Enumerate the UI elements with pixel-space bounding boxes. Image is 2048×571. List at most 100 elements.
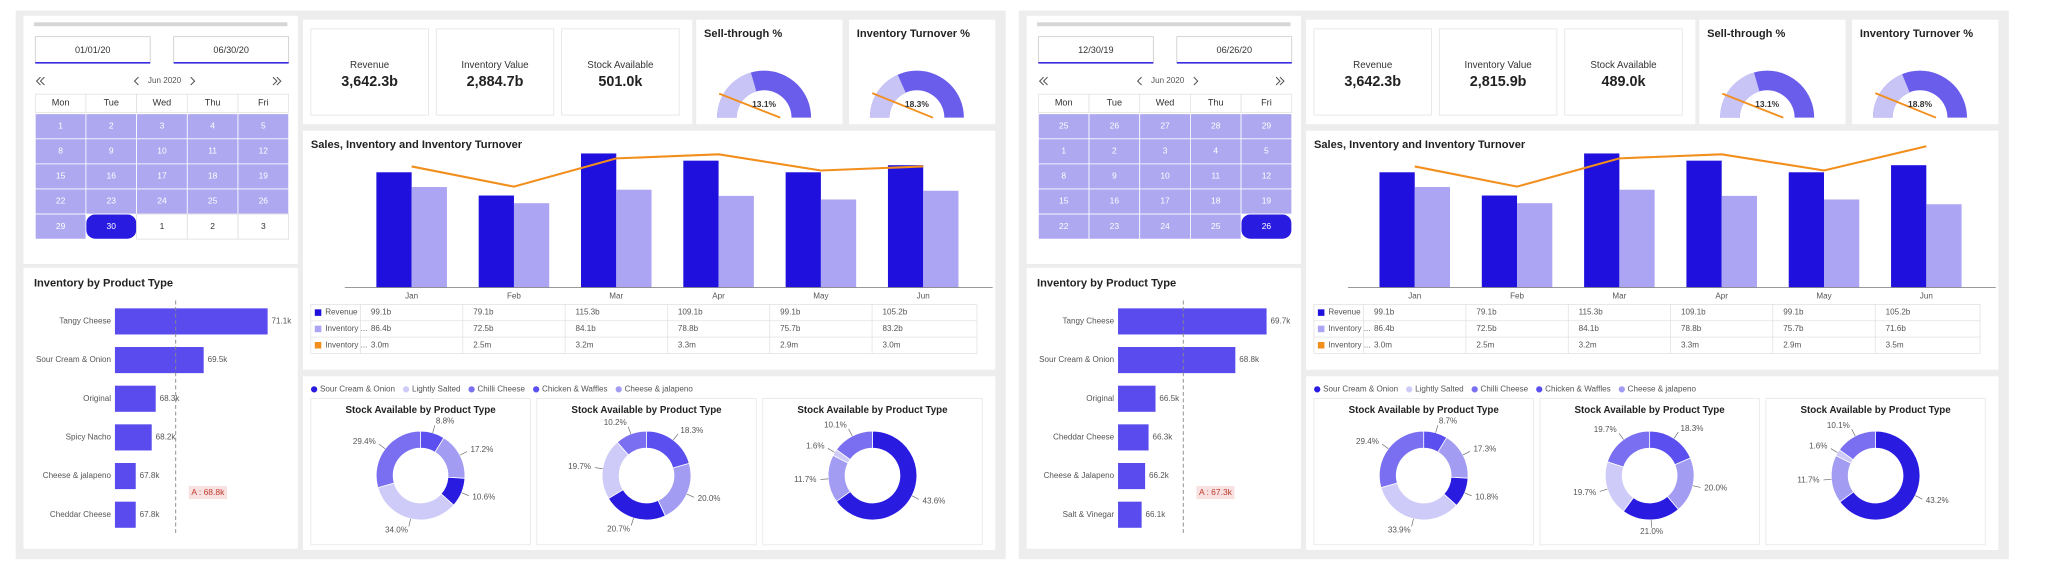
day-label: 4 <box>210 121 215 131</box>
day-cell <box>1037 188 1090 215</box>
day-label: 25 <box>1211 221 1221 231</box>
leader-line <box>594 467 603 470</box>
table-cell: 3.0m <box>371 340 389 349</box>
kpi-label: Stock Available <box>587 60 653 71</box>
x-tick-label: Feb <box>1510 292 1524 301</box>
y-tick-label: Tangy Cheese <box>1062 317 1114 326</box>
bar <box>411 187 447 288</box>
day-label: 3 <box>1163 146 1168 156</box>
leader-line <box>1823 478 1832 481</box>
data-label: 11.7% <box>1797 475 1819 484</box>
day-label: 18 <box>1211 196 1221 206</box>
day-label: 15 <box>56 171 66 181</box>
day-cell <box>1037 163 1090 190</box>
y-tick-label: Cheese & Jalapeno <box>1044 471 1115 480</box>
day-cell <box>237 163 290 190</box>
legend-dot <box>402 386 410 393</box>
weekday-label: Fri <box>1261 98 1272 108</box>
donut-title: Stock Available by Product Type <box>345 405 496 416</box>
day-cell <box>1037 138 1090 165</box>
day-cell <box>136 163 188 190</box>
y-tick-label: Sour Cream & Onion <box>1039 355 1114 364</box>
y-tick-label: Spicy Nacho <box>66 433 112 442</box>
day-label: 22 <box>56 196 66 206</box>
donut-title: Stock Available by Product Type <box>797 405 948 416</box>
x-tick-label: Feb <box>507 292 521 301</box>
date-input <box>34 36 151 64</box>
gauge-title: Sell-through % <box>1707 28 1785 40</box>
kpi-value: 489.0k <box>1602 74 1646 90</box>
date-input-text: 12/30/19 <box>1078 45 1114 55</box>
leader-line <box>827 448 835 453</box>
day-cell <box>1088 163 1141 190</box>
data-label: 68.8k <box>1239 355 1260 364</box>
gauge-target <box>1721 92 1784 119</box>
day-label: 19 <box>1262 196 1272 206</box>
day-label: 1 <box>1061 146 1066 156</box>
day-cell <box>1088 213 1141 240</box>
bar <box>785 172 821 288</box>
leader-line <box>408 518 411 527</box>
leader-line <box>1464 492 1472 497</box>
data-label: 1.6% <box>1809 442 1827 451</box>
table-cell: 83.2b <box>883 324 904 333</box>
y-tick-label: Salt & Vinegar <box>1063 510 1115 519</box>
kpi-label: Revenue <box>350 60 389 71</box>
x-tick-label: Apr <box>712 292 725 301</box>
data-label: 1.6% <box>806 441 824 450</box>
bar <box>616 189 652 288</box>
leader-line <box>1851 428 1856 437</box>
day-label: 30 <box>107 221 117 231</box>
kpi-box <box>1438 28 1558 116</box>
day-label: 29 <box>56 221 66 231</box>
bar <box>513 203 550 288</box>
day-label: 22 <box>1059 221 1069 231</box>
data-label: 68.2k <box>156 433 177 442</box>
bar <box>1824 199 1860 288</box>
donut-segment <box>1839 430 1921 521</box>
day-cell <box>136 213 188 240</box>
gauge-value-label: 13.1% <box>752 99 776 109</box>
legend-label: Chicken & Waffles <box>542 384 608 393</box>
y-tick-label: Cheddar Cheese <box>50 510 112 519</box>
legend-label: Chicken & Waffles <box>1545 384 1611 393</box>
legend-label: Inventory ... <box>325 340 367 349</box>
calendar-nav-icon <box>272 76 278 86</box>
data-label: 21.0% <box>1640 527 1663 536</box>
x-tick-label: Jan <box>405 292 418 301</box>
bar <box>1414 187 1451 288</box>
day-cell <box>1190 163 1242 190</box>
legend-label: Inventory ... <box>1328 340 1370 349</box>
day-cell <box>1139 213 1191 240</box>
gauge-target <box>871 92 934 119</box>
donut-card <box>1313 398 1534 546</box>
weekday-label: Wed <box>153 98 172 108</box>
gauge-value-label: 18.8% <box>1908 99 1932 109</box>
legend-label: Chilli Cheese <box>477 384 525 393</box>
table-cell: 3.0m <box>1374 340 1392 349</box>
average-label-box <box>1196 485 1235 500</box>
slider-track <box>1037 22 1291 27</box>
day-cell <box>237 213 290 240</box>
day-label: 9 <box>1112 171 1117 181</box>
bar <box>683 160 719 288</box>
day-label: 16 <box>1110 196 1120 206</box>
legend-dot <box>310 386 318 393</box>
data-label: 10.1% <box>824 421 847 430</box>
chart-title: Sales, Inventory and Inventory Turnover <box>1314 139 1526 151</box>
data-label: 68.3k <box>160 394 181 403</box>
bar <box>1118 501 1142 528</box>
day-label: 18 <box>208 171 218 181</box>
bar <box>1379 172 1415 288</box>
day-label: 16 <box>107 171 117 181</box>
day-label: 17 <box>1160 196 1170 206</box>
donut-segment <box>1606 430 1651 468</box>
day-label: 9 <box>109 146 114 156</box>
gauge-value-label: 13.1% <box>1755 99 1779 109</box>
data-label: 33.9% <box>1388 525 1411 534</box>
day-cell <box>136 113 188 140</box>
day-label: 17 <box>157 171 167 181</box>
chart-title: Inventory by Product Type <box>1037 277 1176 289</box>
calendar-nav-icon <box>1193 76 1199 86</box>
day-label: 23 <box>1110 221 1120 231</box>
